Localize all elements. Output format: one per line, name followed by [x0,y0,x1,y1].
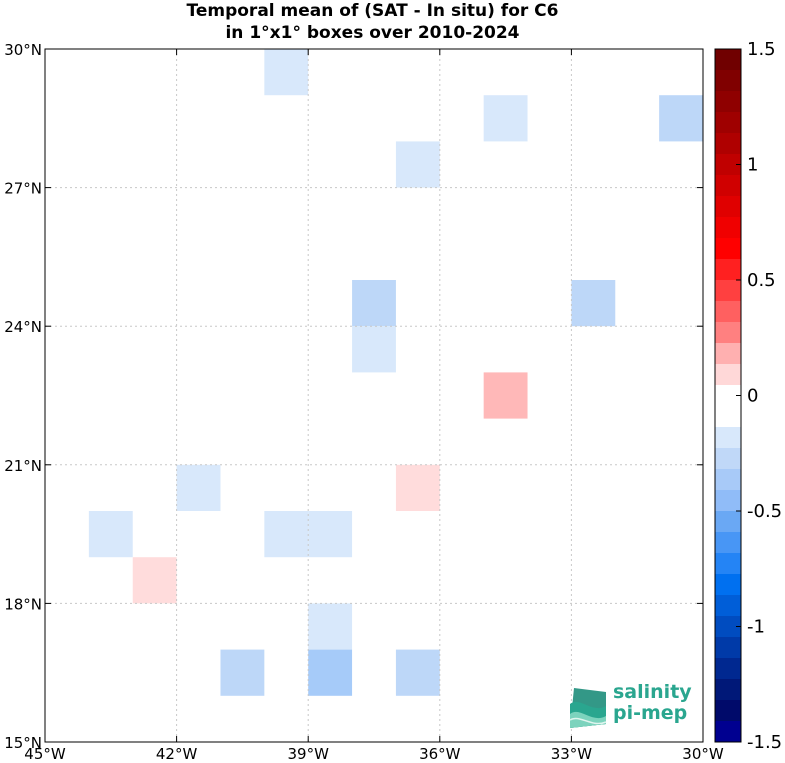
data-cell [308,649,353,696]
data-cells [88,49,703,696]
colorbar-segment [715,679,741,701]
colorbar-segment [715,553,741,575]
data-cell [352,280,396,327]
colorbar-segment [715,490,741,512]
y-tick-label: 15°N [4,734,42,752]
colorbar-segment [715,49,741,71]
data-cell [352,326,396,373]
data-cell [483,95,528,142]
colorbar-segment [715,700,741,722]
colorbar-segment [715,154,741,176]
colorbar-segment [715,406,741,428]
data-cell [659,95,703,142]
colorbar-tick-label: 1 [747,155,758,176]
colorbar-segment [715,469,741,491]
colorbar-segment [715,574,741,596]
y-tick-label: 21°N [4,457,42,475]
colorbar-segment [715,658,741,680]
y-tick-label: 24°N [4,318,42,336]
colorbar-segment [715,91,741,113]
colorbar-tick-label: 1.5 [747,39,776,60]
salinity-pi-mep-logo: salinity pi-mep [566,682,696,732]
colorbar-segment [715,322,741,344]
chart-title-line-2: in 1°x1° boxes over 2010-2024 [225,23,520,43]
data-cell [483,372,528,419]
colorbar-segment [715,133,741,155]
colorbar-segment [715,112,741,134]
colorbar-tick-label: 0.5 [747,270,776,291]
x-tick-label: 45°W [24,745,66,763]
wave-logo-icon [569,688,607,728]
colorbar-segment [715,448,741,470]
colorbar-segment [715,364,741,386]
colorbar: 1.5 1 0.5 0 -0.5 -1 -1.5 [714,39,782,753]
colorbar-tick-label: 0 [747,386,758,407]
data-cell [395,649,440,696]
colorbar-segment [715,616,741,638]
logo-line-1: salinity [613,681,692,703]
colorbar-segment [715,280,741,302]
data-cell [395,141,440,188]
x-tick-label: 30°W [682,745,724,763]
axis-ticks: 45°W 42°W 39°W 36°W 33°W 30°W 15°N 18°N 21°N 24°N… [4,41,724,763]
x-tick-label: 39°W [287,745,329,763]
colorbar-segment [715,511,741,533]
colorbar-segment [715,427,741,449]
data-cell [308,511,353,558]
colorbar-segment [715,301,741,323]
chart-title-line-1: Temporal mean of (SAT - In situ) for C6 [186,1,559,21]
colorbar-segment [715,721,741,743]
data-cell [264,49,309,96]
colorbar-segment [715,637,741,659]
colorbar-segment [715,70,741,92]
x-tick-label: 36°W [419,745,461,763]
y-tick-label: 27°N [4,180,42,198]
plot-frame [44,48,704,743]
logo-text: salinity pi-mep [613,682,692,724]
colorbar-tick-label: -1.5 [747,732,782,753]
colorbar-segment [715,238,741,260]
y-tick-label: 18°N [4,595,42,613]
data-cell [395,464,440,511]
colorbar-segment [715,532,741,554]
y-tick-label: 30°N [4,41,42,59]
colorbar-tick-label: -1 [747,617,765,638]
data-cell [220,649,265,696]
data-cell [308,603,353,650]
colorbar-segment [715,217,741,239]
colorbar-segment [715,343,741,365]
logo-line-2: pi-mep [613,702,688,724]
data-cell [571,280,616,327]
colorbar-segment [715,196,741,218]
colorbar-segment [715,259,741,281]
colorbar-tick-label: -0.5 [747,501,782,522]
data-cell [132,557,177,604]
grid-lines [45,49,703,742]
colorbar-segment [715,175,741,197]
chart-title: Temporal mean of (SAT - In situ) for C6 … [0,0,745,44]
data-cell [264,511,309,558]
data-cell [176,464,221,511]
colorbar-segment [715,385,741,407]
colorbar-segment [715,595,741,617]
x-tick-label: 42°W [156,745,198,763]
x-tick-label: 33°W [551,745,593,763]
data-cell [88,511,133,558]
